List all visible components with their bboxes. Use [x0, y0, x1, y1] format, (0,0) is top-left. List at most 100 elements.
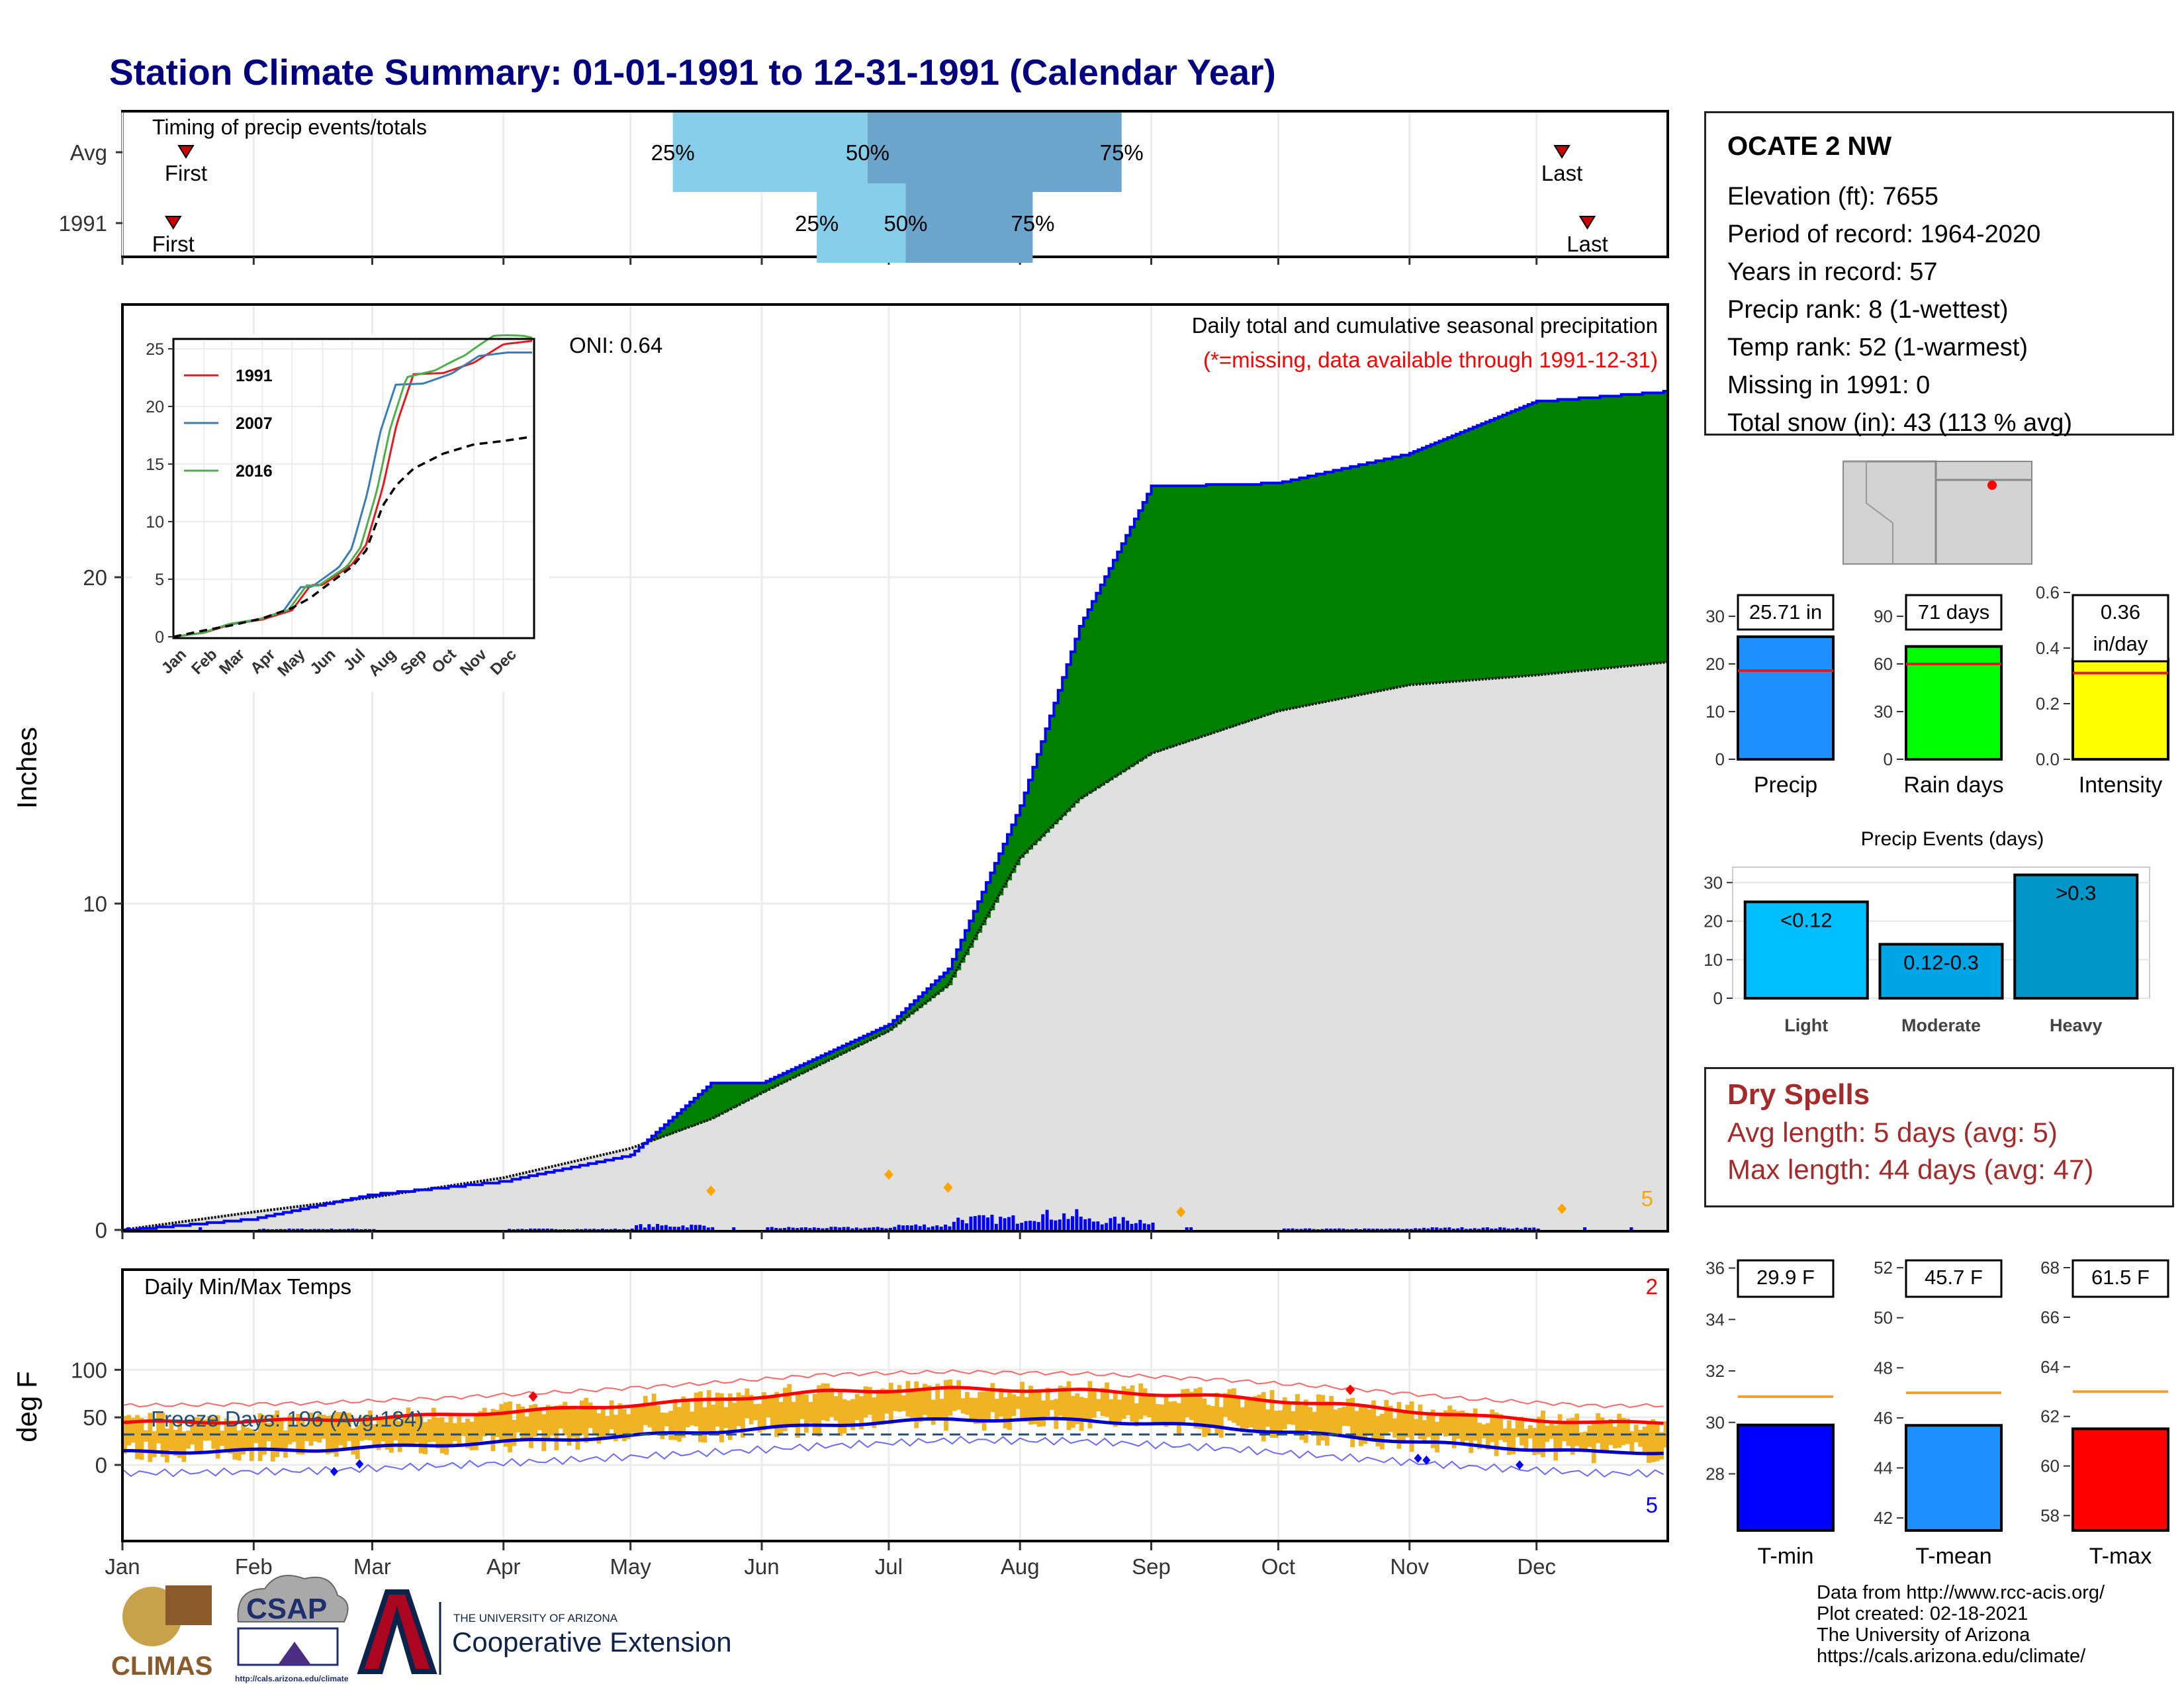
precip-above-avg-segment: [850, 1042, 856, 1050]
daily-precip-bar: [1126, 1220, 1130, 1230]
daily-temp-range-bar: [1633, 1425, 1639, 1442]
precip-above-avg-segment: [1020, 806, 1025, 858]
daily-temp-range-bar: [1121, 1386, 1126, 1419]
precip-bar-0-label: Precip: [1754, 773, 1817, 798]
temp-bar-2-y-tick-label: 58: [2040, 1506, 2060, 1526]
precip-above-avg-segment: [854, 1040, 860, 1048]
daily-temp-range-bar: [1253, 1395, 1257, 1430]
timing-first-marker-icon: [177, 145, 195, 159]
precip-above-avg-segment: [1054, 703, 1059, 825]
daily-temp-range-bar: [541, 1414, 547, 1452]
precip-above-avg-segment: [1409, 453, 1414, 685]
daily-temp-range-bar: [981, 1391, 987, 1431]
precip-bar-0-y-tick-label: 0: [1715, 749, 1725, 769]
daily-temp-range-bar: [664, 1413, 669, 1427]
daily-temp-range-bar: [1274, 1411, 1279, 1438]
daily-precip-bar: [884, 1228, 888, 1230]
precip-above-avg-segment: [1100, 585, 1105, 786]
daily-temp-range-bar: [761, 1392, 766, 1430]
daily-temp-range-bar: [1202, 1398, 1207, 1437]
daily-temp-range-bar: [1553, 1425, 1559, 1461]
daily-temp-range-bar: [867, 1387, 872, 1415]
daily-precip-bar: [1054, 1220, 1058, 1230]
daily-temp-range-bar: [888, 1383, 893, 1425]
precip-above-avg-segment: [1345, 468, 1351, 698]
temp-bar-0-value-text: 29.9 F: [1756, 1266, 1815, 1289]
daily-temp-range-bar: [1265, 1409, 1271, 1427]
precip-above-avg-segment: [1342, 468, 1347, 699]
daily-temp-range-bar: [253, 1431, 259, 1443]
daily-temp-range-bar: [567, 1407, 572, 1446]
daily-temp-range-bar: [803, 1394, 809, 1433]
precip-above-avg-segment: [1138, 510, 1144, 762]
precip-above-avg-segment: [1142, 502, 1148, 759]
precip-above-avg-segment: [1050, 716, 1054, 829]
daily-precip-bar: [575, 1229, 579, 1230]
daily-temp-range-bar: [1210, 1406, 1215, 1425]
inset-legend-label: 2016: [236, 462, 273, 481]
precip-bar-2-y-tick-label: 0.6: [2036, 583, 2060, 602]
daily-temp-range-bar: [1409, 1401, 1414, 1452]
daily-precip-bar: [1359, 1229, 1362, 1230]
daily-temp-range-bar: [1498, 1414, 1503, 1440]
daily-temp-range-bar: [948, 1379, 953, 1416]
timing-last-marker-icon: [1553, 145, 1570, 159]
events-y-tick-label: 30: [1704, 872, 1723, 892]
record-low-marker-icon: [330, 1467, 338, 1477]
daily-precip-bar: [279, 1229, 283, 1230]
precip-bar-2-y-tick-label: 0.4: [2036, 638, 2060, 658]
precip-above-avg-segment: [876, 1030, 881, 1037]
precip-above-avg-segment: [1316, 474, 1322, 704]
precip-above-avg-segment: [1451, 436, 1457, 682]
daily-precip-bar: [605, 1229, 609, 1230]
daily-temp-range-bar: [524, 1416, 529, 1440]
observed-cumulative-line: [122, 389, 1669, 1231]
daily-temp-range-bar: [1447, 1405, 1453, 1436]
daily-precip-bar: [1020, 1223, 1024, 1230]
daily-precip-bar: [275, 1229, 279, 1230]
daily-temp-range-bar: [635, 1404, 639, 1435]
timing-q50-label: 50%: [884, 211, 927, 236]
daily-temp-range-bar: [994, 1399, 999, 1421]
daily-precip-bar: [545, 1228, 549, 1230]
daily-precip-bar: [1007, 1217, 1011, 1230]
daily-precip-bar: [863, 1227, 867, 1230]
daily-temp-range-bar: [545, 1405, 551, 1440]
daily-temp-range-bar: [461, 1422, 466, 1436]
daily-precip-bar: [766, 1227, 770, 1230]
daily-precip-bar: [1363, 1228, 1367, 1230]
precip-above-avg-segment: [1210, 484, 1216, 734]
daily-temp-range-bar: [876, 1389, 881, 1425]
daily-precip-bar: [1333, 1229, 1337, 1230]
precip-above-avg-segment: [1498, 416, 1504, 679]
daily-temp-range-bar: [1151, 1396, 1156, 1423]
precip-above-avg-segment: [817, 1057, 822, 1066]
temp-bar-0-y-tick-label: 32: [1706, 1361, 1725, 1381]
precip-above-avg-segment: [1481, 423, 1486, 680]
precip-above-avg-segment: [1202, 485, 1207, 737]
precip-above-avg-segment: [1248, 484, 1253, 722]
daily-temp-range-bar: [1524, 1429, 1529, 1451]
events-x-label: Moderate: [1901, 1015, 1981, 1035]
precip-above-avg-segment: [1396, 457, 1402, 688]
daily-temp-range-bar: [1295, 1394, 1300, 1434]
timing-label: Timing of precip events/totals: [152, 115, 427, 139]
daily-precip-bar: [308, 1229, 312, 1230]
daily-precip-bar: [927, 1227, 931, 1230]
daily-precip-bar: [1142, 1223, 1146, 1230]
temp-bar-0-label: T-min: [1758, 1544, 1814, 1569]
precip-above-avg-segment: [1367, 462, 1372, 694]
inset-y-tick-label: 10: [146, 513, 164, 532]
daily-temp-range-bar: [1003, 1397, 1008, 1429]
precip-above-avg-segment: [965, 930, 970, 956]
daily-temp-range-bar: [1359, 1405, 1363, 1446]
daily-precip-bar: [550, 1229, 554, 1230]
temp-bar-2: 58 60 62 64 66 68 61.5 F T-max: [2040, 1258, 2171, 1569]
daily-precip-bar: [512, 1229, 516, 1230]
precip-above-avg-segment: [711, 1083, 716, 1119]
temp-x-tick-label: Mar: [353, 1554, 391, 1579]
precip-above-avg-segment: [749, 1083, 754, 1100]
precip-above-avg-segment: [1651, 393, 1656, 664]
daily-precip-bar: [1532, 1227, 1536, 1230]
daily-precip-bar: [969, 1216, 973, 1230]
